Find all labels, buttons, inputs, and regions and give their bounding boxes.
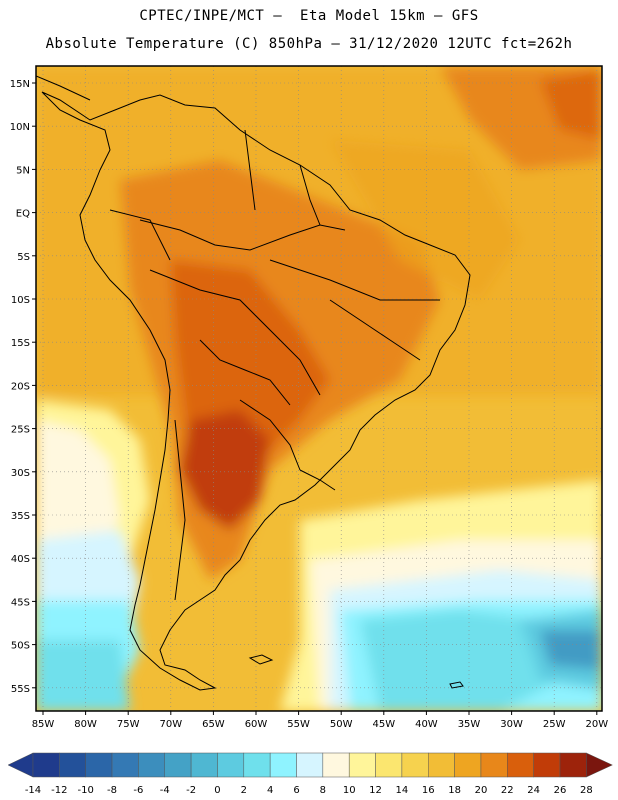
lon-label: 80W [74,719,97,730]
lon-label: 65W [202,719,225,730]
lon-label: 35W [458,719,481,730]
colorbar-label: 8 [320,785,326,796]
colorbar-swatch [454,752,482,778]
south-america-coast [41,91,471,691]
south-georgia [449,681,464,689]
colorbar-label: 12 [369,785,382,796]
lat-label: 10N [10,122,30,133]
lon-label: 45W [372,719,395,730]
coastlines [36,75,471,691]
colorbar-swatch [348,752,376,778]
map-title-line-1: CPTEC/INPE/MCT – Eta Model 15km – GFS [139,8,479,24]
lon-label: 60W [245,719,268,730]
lat-label: 30S [11,468,30,479]
lon-label: 25W [543,719,566,730]
border-guianas [299,164,321,226]
colorbar-swatch [32,752,60,778]
colorbar-label: 0 [214,785,220,796]
lat-label: EQ [16,209,30,220]
colorbar-arrow-low [7,752,34,778]
map-title-line-2: Absolute Temperature (C) 850hPa – 31/12/… [45,36,573,52]
colorbar-swatch [217,752,245,778]
lat-label: 50S [11,641,30,652]
colorbar-label: -2 [186,785,196,796]
colorbar-label: 10 [343,785,356,796]
temperature-field [36,66,602,711]
colorbar-label: -4 [160,785,170,796]
colorbar-swatch [533,752,561,778]
colorbar-swatch [322,752,350,778]
colorbar-label: -12 [51,785,67,796]
lat-label: 45S [11,597,30,608]
border-brazil-states-2 [269,259,440,301]
colorbar-label: 6 [293,785,299,796]
lon-label: 50W [330,719,353,730]
map-frame [35,65,603,712]
border-venezuela [244,129,256,211]
border-brazil-west [149,269,321,396]
colorbar-arrow-high [586,752,613,778]
lat-label: 35S [11,511,30,522]
lat-label: 15S [11,338,30,349]
lat-label: 55S [11,684,30,695]
lat-label: 25S [11,425,30,436]
colorbar-swatch [507,752,534,778]
lon-label: 20W [585,719,608,730]
colorbar-label: 20 [475,785,488,796]
colorbar-label: 24 [527,785,540,796]
colorbar-label: 22 [501,785,514,796]
lat-label: 5S [17,252,30,263]
colorbar-label: -8 [107,785,117,796]
lat-label: 15N [10,79,30,90]
lon-label: 75W [117,719,140,730]
central-america-coast [36,75,91,101]
longitude-axis: 85W 80W 75W 70W 65W 60W 55W 50W 45W 40W 35W 30W 25W 2… [32,711,608,730]
colorbar-swatch [243,752,271,778]
colorbar-swatch [428,752,455,778]
lat-label: 40S [11,554,30,565]
lon-label: 55W [287,719,310,730]
colorbar-swatch [480,752,508,778]
lat-label: 20S [11,381,30,392]
colorbar-swatch [190,752,218,778]
colorbar-swatch [138,752,165,778]
colorbar-swatch [85,752,113,778]
latitude-axis: 15N 10N 5N EQ 5S 10S 15S 20S 25S 30S 35S 40S 45S 50S 5… [10,79,36,695]
colorbar-swatch [559,752,587,778]
lat-label: 10S [11,295,30,306]
colorbar-label: 28 [580,785,593,796]
lat-label: 5N [16,165,30,176]
lon-label: 85W [32,719,55,730]
lon-label: 70W [159,719,182,730]
border-paraguay [239,399,301,471]
lon-label: 30W [500,719,523,730]
colorbar-label: 2 [241,785,247,796]
colorbar-label: 4 [267,785,273,796]
colorbar-label: 16 [422,785,435,796]
colorbar-swatch [59,752,86,778]
lon-label: 40W [415,719,438,730]
colorbar-label: 26 [554,785,567,796]
border-bolivia [199,339,291,406]
colorbar-swatch [401,752,429,778]
colorbar-label: -14 [25,785,41,796]
colorbar-swatch [111,752,139,778]
border-brazil-states [329,299,421,361]
colorbar-swatch [269,752,297,778]
falkland-islands [248,654,274,665]
colorbar-label: 18 [448,785,461,796]
border-chile-argentina [174,419,186,601]
colorbar-label: -10 [78,785,94,796]
colorbar-swatch [164,752,192,778]
border-uruguay [299,469,336,491]
colorbar-label: -6 [133,785,143,796]
colorbar-label: 14 [396,785,409,796]
border-colombia-peru [109,209,171,261]
color-legend: -14 -12 -10 -8 -6 -4 -2 0 2 4 6 8 10 12 14 16 18 20 22 24 26… [7,752,613,796]
colorbar-swatch [375,752,403,778]
colorbar-swatch [296,752,324,778]
